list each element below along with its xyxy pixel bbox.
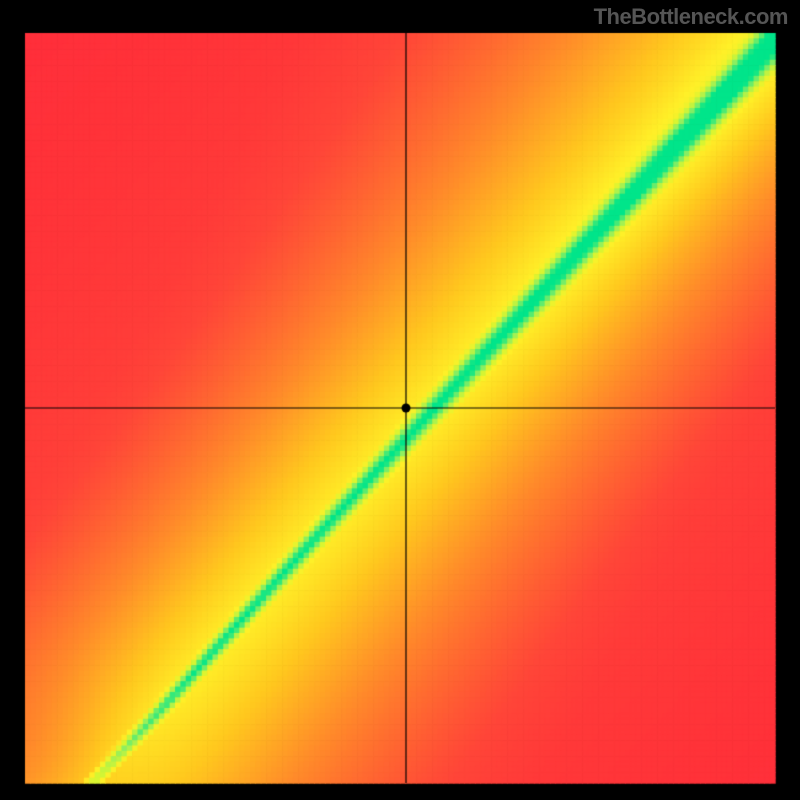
watermark-text: TheBottleneck.com: [594, 4, 788, 30]
chart-container: TheBottleneck.com: [0, 0, 800, 800]
heatmap-chart: [0, 0, 800, 800]
